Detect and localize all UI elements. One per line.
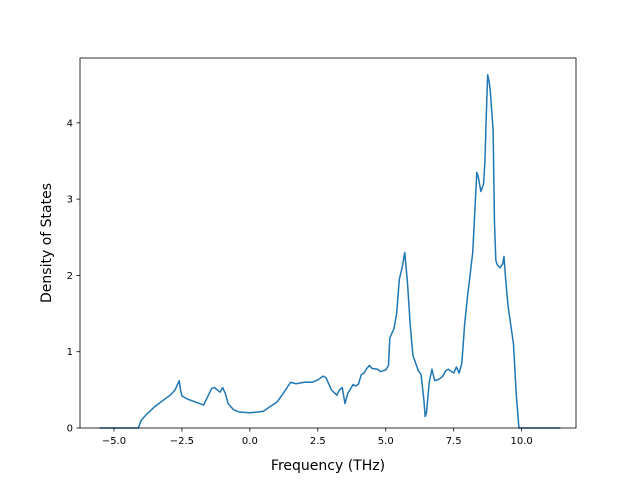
- x-axis-label: Frequency (THz): [271, 458, 385, 474]
- x-tick-label: 2.5: [310, 436, 326, 447]
- x-axis-ticks: −5.0 −2.5 0.0 2.5 5.0 7.5 10.0: [102, 428, 533, 447]
- x-tick-label: 5.0: [378, 436, 394, 447]
- x-tick-label: 10.0: [511, 436, 533, 447]
- y-tick-label: 0: [67, 424, 73, 435]
- dos-series-line-0: [99, 74, 561, 429]
- plot-background: [80, 58, 576, 428]
- y-tick-label: 2: [67, 271, 73, 282]
- series-layer: [99, 74, 561, 429]
- y-axis-ticks: 0 1 2 3 4: [67, 118, 80, 435]
- x-tick-label: −5.0: [102, 436, 126, 447]
- y-tick-label: 3: [67, 195, 73, 206]
- y-axis-label: Density of States: [39, 183, 55, 303]
- x-tick-label: −2.5: [170, 436, 194, 447]
- y-tick-label: 1: [67, 347, 73, 358]
- x-tick-label: 0.0: [242, 436, 258, 447]
- x-tick-label: 7.5: [446, 436, 462, 447]
- plot-frame: [79, 57, 577, 429]
- y-tick-label: 4: [67, 118, 73, 129]
